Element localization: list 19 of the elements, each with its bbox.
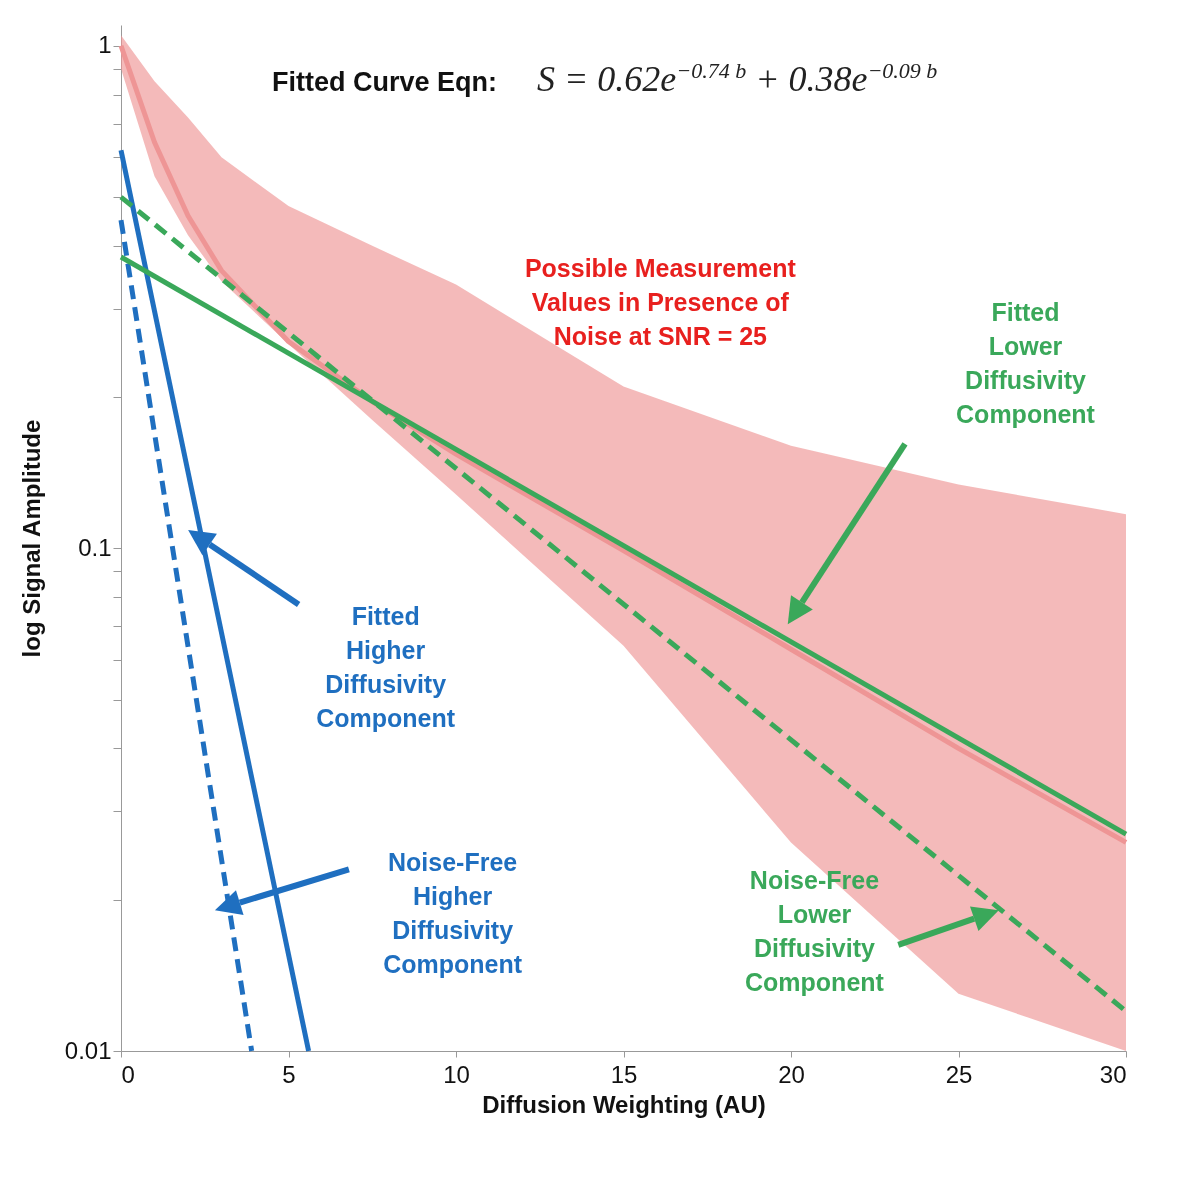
x-tick-label: 5	[282, 1060, 296, 1088]
annotation: S = 0.62e$^{−0.74 b}$ + 0.38e$^{−0.09 b}$	[537, 58, 938, 100]
annotation: Fitted Higher Diffusivity Component	[316, 602, 456, 733]
y-tick-label: 0.1	[78, 533, 112, 561]
annotation: Noise-Free Higher Diffusivity Component	[383, 848, 523, 978]
x-tick-label: 20	[778, 1060, 805, 1088]
annotation: Fitted Lower Diffusivity Component	[956, 298, 1096, 429]
x-tick-label: 10	[443, 1060, 470, 1088]
y-tick-label: 0.01	[64, 1036, 112, 1064]
x-tick-label: 25	[945, 1060, 973, 1088]
annotation: Possible Measurement Values in Presence of Noise at SNR = 25	[524, 254, 797, 350]
y-axis-title: log Signal Amplitude	[17, 419, 45, 658]
annotation: Noise-Free Lower Diffusivity Component	[745, 866, 885, 997]
x-tick-label: 0	[121, 1060, 135, 1088]
annotation: Fitted Curve Eqn:	[272, 67, 498, 98]
x-axis-title: Diffusion Weighting (AU)	[482, 1090, 766, 1118]
x-tick-label: 15	[610, 1060, 638, 1088]
y-tick-label: 1	[98, 31, 112, 59]
x-tick-label: 30	[1099, 1060, 1127, 1088]
